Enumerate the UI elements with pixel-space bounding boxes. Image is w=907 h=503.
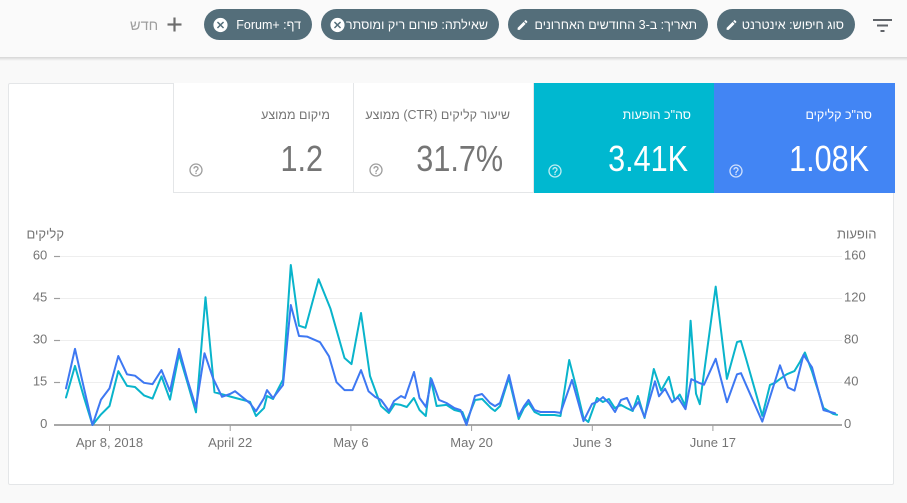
svg-text:June 17: June 17	[690, 435, 736, 450]
svg-text:160: 160	[844, 248, 866, 263]
svg-text:60: 60	[33, 248, 47, 263]
svg-text:80: 80	[844, 332, 858, 347]
svg-text:0: 0	[844, 416, 851, 431]
svg-text:קליקים: קליקים	[26, 227, 64, 242]
svg-text:30: 30	[33, 332, 47, 347]
svg-text:15: 15	[33, 374, 47, 389]
svg-text:120: 120	[844, 290, 866, 305]
svg-text:April 22: April 22	[208, 435, 252, 450]
svg-text:June 3: June 3	[573, 435, 612, 450]
svg-text:May 20: May 20	[450, 435, 493, 450]
svg-text:45: 45	[33, 290, 47, 305]
svg-text:Apr 8, 2018: Apr 8, 2018	[76, 435, 143, 450]
svg-text:May 6: May 6	[333, 435, 368, 450]
svg-text:40: 40	[844, 374, 858, 389]
svg-text:0: 0	[40, 416, 47, 431]
svg-text:הופעות: הופעות	[837, 227, 876, 242]
